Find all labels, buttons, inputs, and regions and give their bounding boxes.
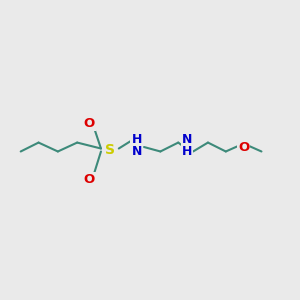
Text: N
H: N H bbox=[182, 133, 192, 158]
Text: S: S bbox=[105, 143, 115, 157]
Text: O: O bbox=[83, 117, 95, 130]
Text: O: O bbox=[238, 140, 249, 154]
Text: O: O bbox=[83, 173, 95, 186]
Text: H
N: H N bbox=[131, 133, 142, 158]
